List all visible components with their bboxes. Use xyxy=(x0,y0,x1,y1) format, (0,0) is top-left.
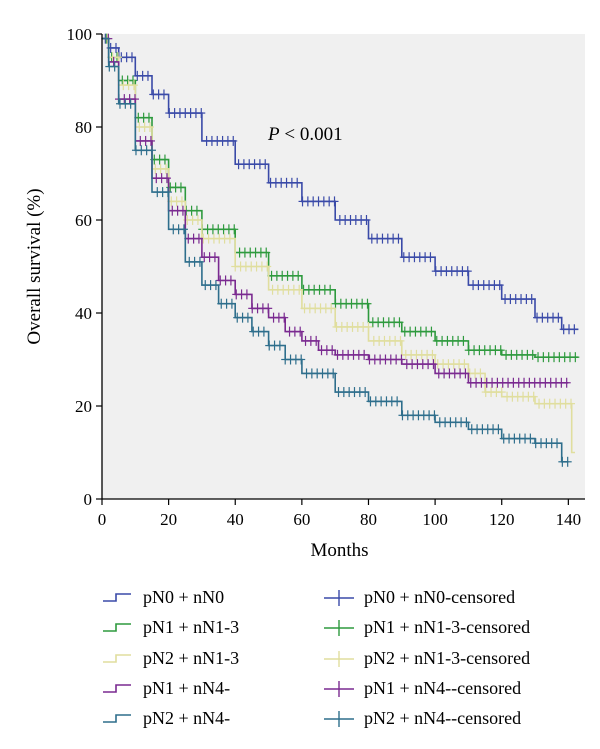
x-tick-label: 120 xyxy=(489,510,515,529)
legend-label: pN1 + nN4- xyxy=(143,678,230,698)
x-tick-label: 20 xyxy=(160,510,177,529)
legend-label: pN2 + nN4- xyxy=(143,708,230,728)
legend-censored-item-1: pN0 + nN0-censored xyxy=(324,587,515,607)
legend-item-5: pN2 + nN4- xyxy=(103,708,230,728)
x-tick-label: 0 xyxy=(98,510,107,529)
legend-swatch xyxy=(103,593,131,602)
legend-item-1: pN0 + nN0 xyxy=(103,587,224,607)
y-tick-label: 20 xyxy=(75,397,92,416)
legend-censored-item-4: pN1 + nN4--censored xyxy=(324,678,521,698)
legend-censored-item-5: pN2 + nN4--censored xyxy=(324,708,521,728)
legend-censored-item-3: pN2 + nN1-3-censored xyxy=(324,648,530,668)
series-1-curve xyxy=(102,37,579,331)
series-3-censor-marks xyxy=(103,33,576,409)
x-tick-label: 40 xyxy=(227,510,244,529)
y-tick-label: 80 xyxy=(75,118,92,137)
legend-item-4: pN1 + nN4- xyxy=(103,678,230,698)
plot-area xyxy=(102,34,585,499)
legend-label: pN0 + nN0 xyxy=(143,587,224,607)
series-1-censor-marks xyxy=(101,33,579,335)
legend-censored-item-2: pN1 + nN1-3-censored xyxy=(324,617,530,637)
legend-label: pN2 + nN1-3 xyxy=(143,648,239,668)
x-axis-title: Months xyxy=(310,540,368,561)
x-tick-label: 60 xyxy=(293,510,310,529)
y-tick-label: 0 xyxy=(84,490,93,509)
series-5-censor-marks xyxy=(105,61,572,467)
legend-censored-label: pN1 + nN1-3-censored xyxy=(364,617,530,637)
legend-swatch xyxy=(103,654,131,663)
legend-swatch xyxy=(103,714,131,723)
legend-censored-label: pN1 + nN4--censored xyxy=(364,678,521,698)
y-tick-label: 100 xyxy=(67,25,93,44)
legend-item-3: pN2 + nN1-3 xyxy=(103,648,239,668)
y-axis-title: Overall survival (%) xyxy=(24,188,45,344)
x-tick-label: 100 xyxy=(422,510,448,529)
legend-censored-label: pN2 + nN1-3-censored xyxy=(364,648,530,668)
series-4-censor-marks xyxy=(104,33,571,388)
legend-swatch xyxy=(103,684,131,693)
legend-censored-label: pN2 + nN4--censored xyxy=(364,708,521,728)
y-tick-label: 60 xyxy=(75,211,92,230)
legend-swatch xyxy=(103,623,131,632)
x-tick-label: 80 xyxy=(360,510,377,529)
legend-item-2: pN1 + nN1-3 xyxy=(103,617,239,637)
y-tick-label: 40 xyxy=(75,304,92,323)
series-2-censor-marks xyxy=(102,33,580,363)
p-value-annotation: P < 0.001 xyxy=(267,124,343,145)
p-value-text: < 0.001 xyxy=(280,124,343,145)
legend: pN0 + nN0 pN1 + nN1-3 pN2 + nN1-3 pN1 + nN4… xyxy=(103,587,530,728)
curves-layer xyxy=(101,33,580,467)
p-value-symbol: P xyxy=(267,124,280,145)
legend-censored-label: pN0 + nN0-censored xyxy=(364,587,515,607)
axes-layer: 0 20 40 60 80 100 120 140 0 20 40 60 80 100 xyxy=(67,25,585,529)
legend-label: pN1 + nN1-3 xyxy=(143,617,239,637)
x-tick-label: 140 xyxy=(556,510,582,529)
